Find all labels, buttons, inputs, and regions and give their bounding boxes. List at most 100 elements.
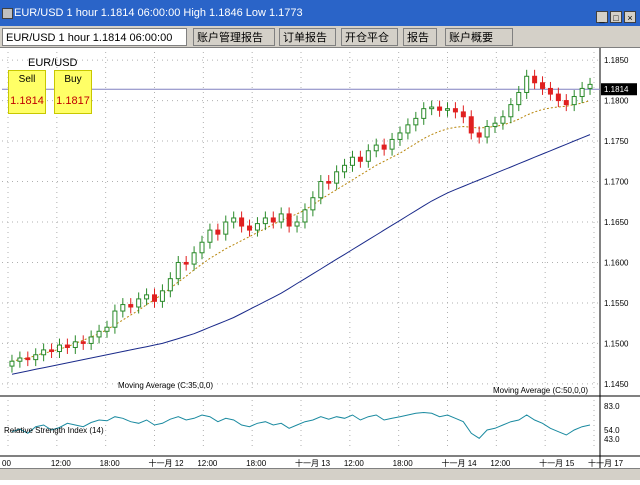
candle-body [167,278,173,292]
candle-body [587,83,593,89]
rsi-tick-label: 54.0 [604,426,620,435]
candle-body [199,241,205,254]
candle-body [429,106,435,110]
candle-body [484,125,490,138]
candle-body [136,298,142,308]
price-chart[interactable]: 1.1850 1.1800 1.1750 1.1700 1.1650 1.1600 1.15… [0,48,640,480]
candle-body [579,87,585,98]
candle-body [413,117,419,126]
candle-body [452,108,458,113]
tab-report[interactable]: 报告 [403,28,437,46]
y-tick-label: 1.1500 [604,339,629,348]
candle-body [17,357,23,362]
candle-body [278,213,284,223]
y-tick-label: 1.1550 [604,299,629,308]
y-tick-label: 1.1600 [604,258,629,267]
candle-body [547,87,553,95]
chart-background [0,48,640,480]
candle-body [445,108,450,111]
candle-body [286,213,292,227]
candle-body [397,132,403,140]
candle-body [302,209,308,223]
candle-body [571,96,577,106]
tab-open-close[interactable]: 开仓平仓 [341,28,398,46]
minimize-button[interactable]: _ [596,11,608,23]
x-tick-label: 12:00 [490,459,511,468]
candle-body [223,221,229,235]
candle-body [33,354,39,361]
candle-body [56,344,62,353]
candle-body [49,349,55,353]
candle-body [405,124,411,134]
rsi-tick-label: 43.0 [604,435,620,444]
sell-price: 1.1814 [10,95,44,107]
candle-body [175,261,181,280]
moving-average-50-line [11,134,591,375]
tab-account-summary[interactable]: 账户概要 [445,28,513,46]
candle-body [112,310,118,328]
candle-body [437,106,443,111]
candle-body [460,111,466,118]
x-tick-label: 十一月 13 [295,458,331,468]
x-tick-label: 十一月 15 [539,458,575,468]
x-tick-label: 十一月 12 [149,458,185,468]
symbol-label: EUR/USD [28,57,78,69]
moving-average-50-label: Moving Average (C:50,0,0) [493,386,588,395]
candle-body [152,294,157,302]
candle-body [524,75,530,93]
moving-average-35-line [11,100,591,362]
candle-body [207,229,213,243]
current-price-marker [601,83,637,96]
candle-body [41,349,47,356]
candle-body [421,108,427,119]
candle-body [508,104,514,118]
candle-body [540,82,546,89]
buy-price: 1.1817 [56,95,90,107]
buy-panel[interactable]: Buy 1.1817 [54,70,92,114]
candle-body [128,304,134,308]
x-tick-label: 18:00 [100,459,121,468]
y-tick-label: 1.1650 [604,218,629,227]
window-controls: _ □ × [596,11,636,23]
candle-body [104,326,110,332]
y-tick-label: 1.1700 [604,178,629,187]
candle-body [500,116,506,124]
x-tick-label: 00 [2,459,11,468]
candle-body [270,217,276,223]
candle-body [476,132,482,138]
candle-body [563,100,569,106]
candle-body [159,290,165,302]
sell-panel[interactable]: Sell 1.1814 [8,70,46,114]
candle-body [254,223,260,231]
close-button[interactable]: × [624,11,636,23]
candle-body [326,181,332,184]
candle-body [373,144,379,152]
rsi-label: Relative Strength Index (14) [4,426,104,435]
candle-body [492,122,498,127]
y-tick-label: 1.1800 [604,97,629,106]
candle-body [349,156,355,166]
window-titlebar: EUR/USD 1 hour 1.1814 06:00:00 High 1.18… [0,0,640,26]
candle-body [215,229,221,235]
candle-body [247,225,253,231]
candle-body [381,144,387,150]
tab-chart-eurusd[interactable]: EUR/USD 1 hour 1.1814 06:00:00 [2,28,187,46]
sell-label: Sell [18,74,36,85]
x-tick-label: 18:00 [246,459,267,468]
window-menu-icon[interactable] [2,8,13,19]
candle-body [555,93,561,102]
y-tick-label: 1.1450 [604,380,629,389]
tab-account-report[interactable]: 账户管理报告 [193,28,275,46]
candle-body [334,171,340,184]
buy-label: Buy [64,74,82,85]
tab-order-report[interactable]: 订单报告 [279,28,336,46]
current-price-label: 1.1814 [604,85,629,94]
candle-body [310,197,316,211]
candle-body [191,252,197,265]
candle-body [342,164,348,173]
candle-body [96,330,102,338]
candle-body [25,357,31,361]
chart-area[interactable]: 1.1850 1.1800 1.1750 1.1700 1.1650 1.1600 1.15… [0,48,640,480]
maximize-button[interactable]: □ [610,11,622,23]
candle-body [64,344,70,348]
